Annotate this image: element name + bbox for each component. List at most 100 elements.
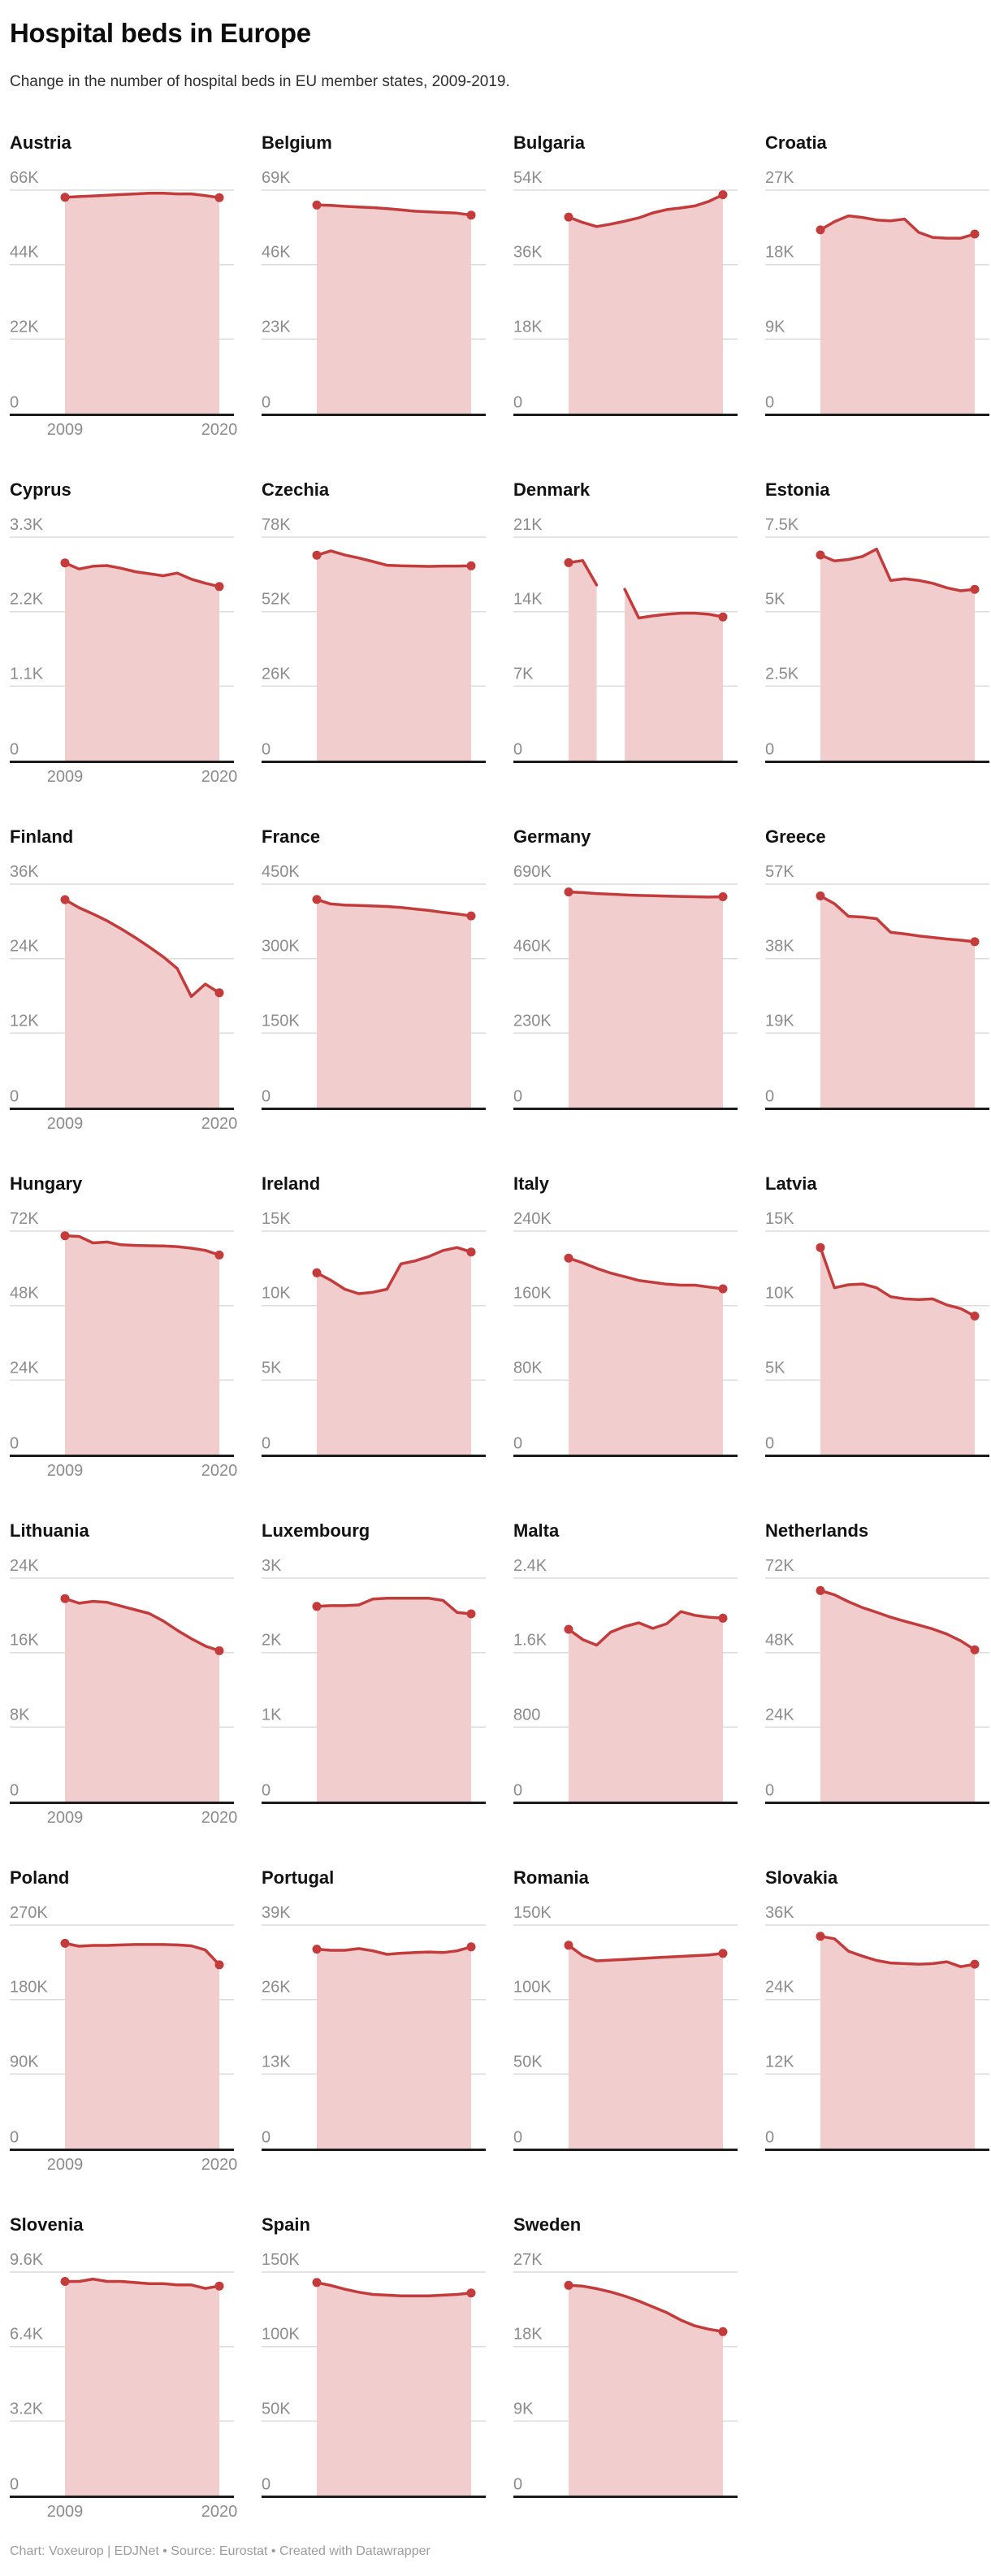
y-tick-label: 57K: [765, 863, 794, 881]
chart-greece: Greece 57K 38K 19K 0: [765, 827, 989, 1130]
x-axis-labels: 2009 2020: [10, 2156, 238, 2179]
y-tick-label: 7.5K: [765, 516, 799, 534]
area-fill: [65, 1943, 219, 2149]
endpoint-dot-end: [970, 1959, 980, 1969]
x-label-end-year: 2020: [201, 421, 238, 439]
y-tick-label: 0: [10, 2129, 19, 2147]
y-tick-label: 27K: [513, 2251, 543, 2269]
area-chart-svg: 24K 16K 8K 0: [10, 1557, 234, 1804]
y-tick-label: 3K: [262, 1557, 282, 1575]
area-fill: [65, 193, 219, 414]
area-fill: [569, 1258, 723, 1455]
endpoint-dot-end: [466, 561, 476, 570]
y-tick-label: 9K: [765, 318, 785, 336]
country-name: Estonia: [765, 479, 830, 500]
y-tick-label: 0: [513, 2129, 522, 2147]
area-fill: [820, 1936, 975, 2149]
y-tick-label: 0: [765, 1435, 774, 1453]
y-tick-label: 21K: [513, 516, 543, 534]
trend-line: [63, 192, 221, 199]
endpoint-dot-end: [214, 1250, 224, 1260]
area-fill: [569, 891, 723, 1108]
country-name: Portugal: [262, 1867, 335, 1888]
area-chart-svg: 3.3K 2.2K 1.1K 0: [10, 516, 234, 763]
y-tick-label: 0: [765, 394, 774, 412]
area-chart-svg: 240K 160K 80K 0: [513, 1210, 738, 1457]
y-tick-label: 0: [262, 394, 270, 412]
endpoint-dot-start: [816, 1932, 825, 1941]
y-tick-label: 18K: [513, 2326, 543, 2344]
y-tick-label: 66K: [10, 169, 39, 187]
y-tick-label: 160K: [513, 1285, 552, 1303]
trend-line: [567, 890, 725, 899]
y-tick-label: 0: [262, 1088, 270, 1106]
trend-line: [315, 203, 473, 217]
y-tick-label: 230K: [513, 1012, 552, 1030]
y-tick-label: 2K: [262, 1632, 282, 1650]
chart-ireland: Ireland 15K 10K 5K 0: [262, 1174, 486, 1477]
country-name: Austria: [10, 132, 71, 153]
endpoint-dot-end: [466, 911, 476, 921]
endpoint-dot-end: [718, 190, 728, 200]
area-chart-svg: 72K 48K 24K 0: [10, 1210, 234, 1457]
area-chart-svg: 27K 18K 9K 0: [513, 2251, 738, 2498]
endpoint-dot-end: [718, 892, 728, 901]
chart-sweden: Sweden 27K 18K 9K 0: [513, 2215, 738, 2518]
trend-line: [819, 1589, 976, 1651]
endpoint-dot-start: [564, 887, 573, 897]
y-tick-label: 0: [10, 394, 19, 412]
area-chart-svg: 2.4K 1.6K 800 0: [513, 1557, 738, 1804]
trend-line: [315, 1945, 473, 1956]
area-fill: [317, 1247, 471, 1455]
area-fill: [65, 1598, 219, 1802]
area-fill: [569, 1611, 723, 1802]
trend-line: [63, 1941, 221, 1967]
chart-finland: Finland 36K 24K 12K 0 2009 2020: [10, 827, 237, 1133]
y-tick-label: 0: [10, 741, 19, 759]
area-fill: [820, 215, 975, 414]
y-tick-label: 5K: [765, 591, 785, 609]
x-label-end-year: 2020: [201, 768, 238, 786]
chart-latvia: Latvia 15K 10K 5K 0: [765, 1174, 989, 1477]
area-fill: [569, 2285, 723, 2496]
y-tick-label: 50K: [513, 2053, 543, 2071]
y-tick-label: 9K: [513, 2400, 534, 2418]
y-tick-label: 2.2K: [10, 591, 44, 609]
y-tick-label: 36K: [765, 1904, 794, 1922]
trend-line: [819, 894, 976, 943]
area-fill: [65, 2279, 219, 2496]
y-tick-label: 0: [10, 1782, 19, 1800]
x-axis-labels: 2009 2020: [10, 1462, 238, 1485]
area-chart-svg: 57K 38K 19K 0: [765, 863, 989, 1110]
endpoint-dot-end: [214, 1960, 224, 1970]
country-name: Ireland: [262, 1173, 321, 1194]
chart-footer: Chart: Voxeurop | EDJNet • Source: Euros…: [10, 2544, 431, 2558]
x-label-end-year: 2020: [201, 2156, 238, 2174]
country-name: Italy: [513, 1173, 550, 1194]
y-tick-label: 18K: [765, 244, 794, 262]
area-fill: [820, 1247, 975, 1455]
area-fill: [569, 194, 723, 414]
chart-subtitle: Change in the number of hospital beds in…: [10, 73, 510, 90]
country-name: Bulgaria: [513, 132, 586, 153]
trend-line: [567, 2283, 725, 2334]
area-chart-svg: 3K 2K 1K 0: [262, 1557, 486, 1804]
y-tick-label: 14K: [513, 591, 543, 609]
x-label-start-year: 2009: [46, 1462, 84, 1480]
y-tick-label: 150K: [262, 1012, 300, 1030]
area-chart-svg: 69K 46K 23K 0: [262, 169, 486, 416]
y-tick-label: 100K: [262, 2326, 300, 2344]
endpoint-dot-end: [466, 1609, 476, 1619]
y-tick-label: 24K: [10, 938, 39, 956]
y-tick-label: 800: [513, 1706, 540, 1724]
trend-line: [567, 1610, 725, 1647]
y-tick-label: 0: [10, 1435, 19, 1453]
x-axis-labels: 2009 2020: [10, 2503, 238, 2526]
area-chart-svg: 36K 24K 12K 0: [765, 1904, 989, 2151]
y-tick-label: 0: [513, 394, 522, 412]
y-tick-label: 180K: [10, 1979, 48, 1997]
endpoint-dot-end: [214, 988, 224, 998]
endpoint-dot-start: [60, 2277, 70, 2286]
y-tick-label: 0: [513, 741, 522, 759]
y-tick-label: 2.4K: [513, 1557, 547, 1575]
